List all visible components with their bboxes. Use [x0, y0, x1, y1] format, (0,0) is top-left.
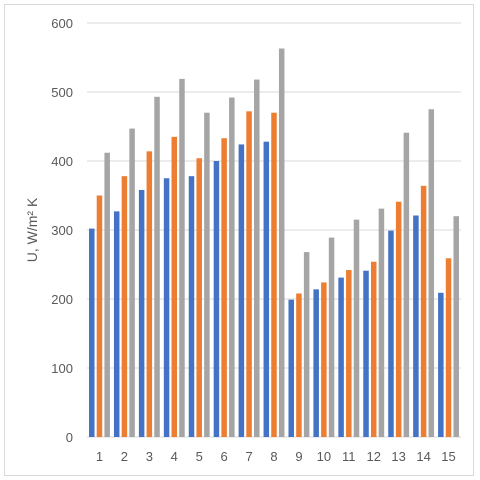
bar-6-series-1: [213, 161, 220, 437]
x-tick-label: 8: [270, 449, 277, 464]
bar-15-series-2: [445, 258, 452, 437]
bar-10-series-2: [321, 282, 327, 437]
bar-4-series-2: [171, 136, 178, 437]
bar-3-series-1: [138, 189, 145, 437]
x-tick-label: 4: [171, 449, 178, 464]
y-tick-label: 400: [51, 154, 73, 169]
bar-11-series-3: [353, 219, 360, 437]
bar-6-series-2: [221, 138, 227, 438]
y-tick-labels: 0 100 200 300 400 500 600: [51, 16, 73, 445]
y-tick-label: 100: [51, 361, 73, 376]
x-tick-label: 6: [221, 449, 228, 464]
bar-5-series-1: [188, 176, 195, 437]
bar-15-series-1: [438, 292, 444, 437]
x-tick-label: 10: [317, 449, 331, 464]
bar-10-series-1: [313, 289, 319, 437]
bar-8-series-2: [271, 112, 277, 437]
bar-1-series-3: [104, 152, 110, 437]
bar-13-series-3: [403, 132, 410, 437]
bar-5-series-2: [196, 158, 202, 438]
x-tick-label: 2: [121, 449, 128, 464]
bar-1-series-2: [96, 195, 103, 437]
bar-7-series-2: [246, 111, 252, 437]
bar-7-series-3: [254, 79, 260, 437]
bar-12-series-1: [363, 270, 369, 437]
x-tick-label: 9: [295, 449, 302, 464]
x-tick-label: 7: [245, 449, 252, 464]
bar-4-series-3: [179, 78, 185, 437]
bar-3-series-3: [154, 96, 160, 437]
bar-14-series-3: [428, 109, 435, 437]
bar-7-series-1: [238, 144, 245, 437]
bar-10-series-3: [328, 237, 335, 437]
bar-13-series-2: [395, 201, 402, 437]
bar-9-series-3: [303, 252, 310, 437]
x-tick-label: 11: [342, 449, 356, 464]
x-tick-label: 3: [146, 449, 153, 464]
bar-8-series-1: [263, 141, 270, 437]
x-tick-labels: 1 2 3 4 5 6 7 8 9 10 11 12 13 14 15: [96, 449, 456, 464]
bar-11-series-2: [346, 270, 352, 437]
bar-12-series-3: [378, 208, 385, 437]
bars: [89, 48, 459, 438]
x-tick-label: 1: [96, 449, 103, 464]
bar-1-series-1: [89, 228, 95, 437]
bar-4-series-1: [163, 178, 170, 437]
bar-5-series-3: [204, 112, 210, 437]
bar-2-series-2: [121, 176, 128, 437]
y-axis-label: U, W/m² K: [24, 197, 40, 262]
x-tick-label: 5: [196, 449, 203, 464]
bar-2-series-1: [113, 211, 120, 437]
bar-12-series-2: [370, 261, 377, 437]
bar-15-series-3: [453, 216, 459, 437]
bar-8-series-3: [278, 48, 285, 437]
y-tick-label: 200: [51, 292, 73, 307]
y-tick-label: 300: [51, 223, 73, 238]
bar-3-series-2: [146, 151, 153, 437]
bar-14-series-1: [413, 215, 419, 437]
y-tick-label: 500: [51, 85, 73, 100]
x-tick-label: 14: [416, 449, 430, 464]
x-tick-label: 12: [366, 449, 380, 464]
y-tick-label: 0: [66, 430, 73, 445]
bar-9-series-2: [296, 293, 302, 437]
bar-11-series-1: [338, 277, 344, 437]
x-tick-label: 15: [441, 449, 455, 464]
bar-13-series-1: [388, 230, 394, 437]
bar-14-series-2: [420, 185, 427, 437]
y-tick-label: 600: [51, 16, 73, 31]
bar-9-series-1: [288, 299, 294, 437]
bar-2-series-3: [129, 128, 135, 437]
bar-6-series-3: [229, 97, 235, 438]
x-tick-label: 13: [391, 449, 405, 464]
